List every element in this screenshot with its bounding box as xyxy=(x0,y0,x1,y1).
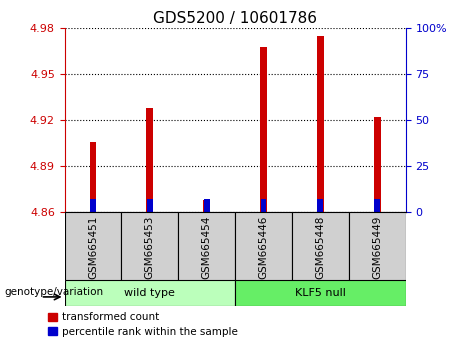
Bar xyxy=(374,199,380,212)
FancyBboxPatch shape xyxy=(235,280,406,306)
Bar xyxy=(89,142,96,212)
Bar xyxy=(204,199,210,212)
Bar xyxy=(147,199,153,212)
FancyBboxPatch shape xyxy=(121,212,178,280)
Bar xyxy=(317,36,324,212)
Bar xyxy=(318,199,323,212)
FancyBboxPatch shape xyxy=(65,280,235,306)
Text: GSM665449: GSM665449 xyxy=(372,216,382,279)
Bar xyxy=(260,47,267,212)
Bar xyxy=(90,199,96,212)
Bar xyxy=(203,200,210,212)
Bar xyxy=(374,117,381,212)
Title: GDS5200 / 10601786: GDS5200 / 10601786 xyxy=(153,11,317,26)
Bar xyxy=(147,108,153,212)
Text: KLF5 null: KLF5 null xyxy=(295,288,346,298)
Text: wild type: wild type xyxy=(124,288,175,298)
Text: GSM665453: GSM665453 xyxy=(145,216,155,279)
Text: GSM665451: GSM665451 xyxy=(88,216,98,279)
Text: GSM665454: GSM665454 xyxy=(201,216,212,279)
FancyBboxPatch shape xyxy=(235,212,292,280)
Text: GSM665446: GSM665446 xyxy=(259,216,269,279)
FancyBboxPatch shape xyxy=(178,212,235,280)
FancyBboxPatch shape xyxy=(349,212,406,280)
Legend: transformed count, percentile rank within the sample: transformed count, percentile rank withi… xyxy=(47,312,239,338)
FancyBboxPatch shape xyxy=(65,212,121,280)
Bar xyxy=(260,199,266,212)
Text: genotype/variation: genotype/variation xyxy=(5,287,104,297)
Text: GSM665448: GSM665448 xyxy=(315,216,325,279)
FancyBboxPatch shape xyxy=(292,212,349,280)
